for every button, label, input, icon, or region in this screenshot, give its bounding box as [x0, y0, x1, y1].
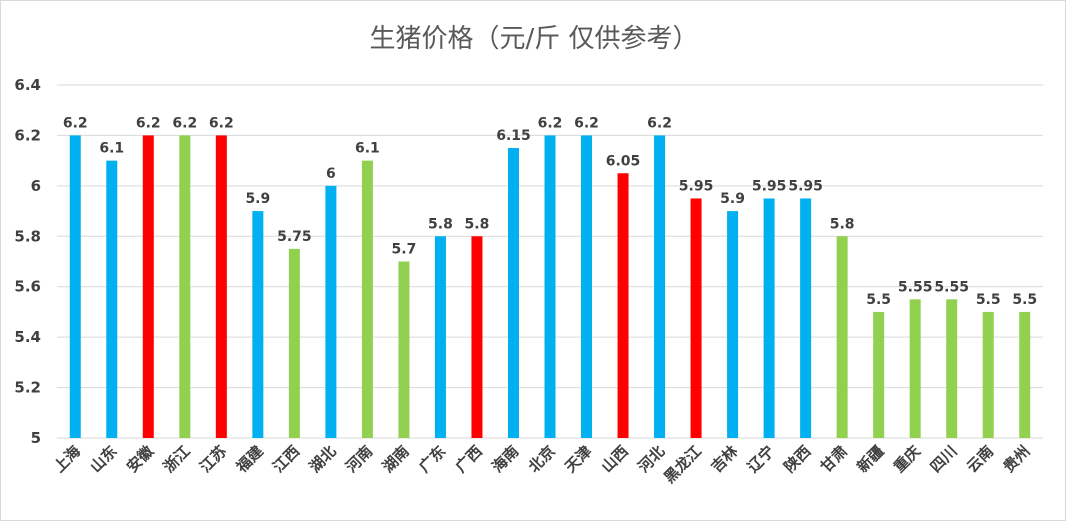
bar: [617, 173, 629, 438]
data-label: 6.1: [99, 141, 124, 157]
data-label: 6.2: [63, 115, 88, 131]
data-label: 5.95: [679, 178, 714, 194]
data-label: 6.05: [606, 153, 641, 169]
data-label: 6.2: [209, 115, 234, 131]
bar: [69, 135, 81, 438]
data-label: 6: [326, 166, 336, 182]
data-label: 5.8: [830, 216, 855, 232]
bar: [544, 135, 556, 438]
x-tick-label: 吉林: [707, 441, 742, 476]
x-tick-label: 贵州: [1000, 442, 1034, 476]
bar: [1019, 311, 1031, 438]
y-tick-label: 5.8: [14, 227, 41, 245]
data-label: 6.2: [574, 115, 599, 131]
data-label: 6.2: [538, 115, 563, 131]
x-tick-label: 甘肃: [817, 442, 851, 476]
chart-title: 生猪价格（元/斤 仅供参考）: [369, 24, 698, 54]
bar: [252, 211, 264, 438]
x-tick-label: 广东: [415, 442, 449, 476]
bar: [106, 160, 118, 438]
data-label: 6.2: [647, 115, 672, 131]
bar: [179, 135, 191, 438]
bar: [471, 236, 483, 438]
data-label: 6.2: [136, 115, 161, 131]
x-tick-label: 黑龙江: [660, 442, 705, 487]
data-labels: 6.2 6.1 6.2 6.2 6.2 5.9 5.75 6 6.1 5.7 5.8 5.8 6.15 6…: [63, 115, 1037, 307]
x-tick-label: 云南: [963, 442, 997, 476]
data-label: 6.1: [355, 141, 380, 157]
y-tick-label: 5.4: [14, 328, 41, 346]
x-tick-label: 四川: [927, 442, 961, 476]
data-label: 5.5: [976, 292, 1001, 308]
bar: [982, 311, 994, 438]
bar: [507, 148, 519, 439]
x-tick-label: 湖北: [306, 442, 340, 476]
bar: [800, 198, 812, 438]
bars: [69, 135, 1031, 439]
bar: [836, 236, 848, 438]
bar: [288, 248, 300, 438]
bar: [398, 261, 410, 438]
x-tick-label: 天津: [561, 442, 595, 476]
x-tick-label: 海南: [488, 442, 522, 476]
y-tick-label: 6: [31, 177, 41, 195]
y-tick-label: 6.2: [14, 126, 41, 144]
bar: [946, 299, 958, 438]
x-tick-label: 湖南: [379, 442, 413, 476]
data-label: 5.9: [245, 191, 270, 207]
x-tick-label: 新疆: [854, 442, 888, 476]
data-label: 6.2: [172, 115, 197, 131]
data-label: 5.7: [392, 242, 417, 258]
y-tick-label: 6.4: [14, 76, 41, 94]
x-tick-label: 辽宁: [744, 442, 778, 476]
bar: [763, 198, 775, 438]
y-tick-label: 5.6: [14, 278, 41, 296]
data-label: 5.8: [428, 216, 453, 232]
bar: [215, 135, 227, 438]
x-tick-label: 上海: [50, 442, 84, 476]
bar: [325, 185, 337, 438]
x-tick-label: 福建: [232, 441, 267, 476]
x-tick-label: 陕西: [781, 442, 815, 476]
bar: [690, 198, 702, 438]
bar: [909, 299, 921, 438]
x-tick-label: 广西: [452, 442, 486, 476]
data-label: 5.95: [752, 178, 787, 194]
bar: [361, 160, 373, 438]
data-label: 6.15: [496, 128, 531, 144]
bar: [873, 311, 885, 438]
bar: [142, 135, 154, 438]
x-tick-label: 北京: [525, 442, 559, 476]
data-label: 5.5: [1012, 292, 1037, 308]
data-label: 5.9: [720, 191, 745, 207]
data-label: 5.75: [277, 229, 312, 245]
bar: [727, 211, 739, 438]
y-tick-label: 5.2: [14, 379, 41, 397]
data-label: 5.55: [898, 279, 933, 295]
x-tick-label: 江苏: [196, 442, 230, 476]
bar: [581, 135, 593, 438]
x-tick-label: 重庆: [890, 442, 924, 476]
x-tick-label: 江西: [269, 442, 303, 476]
x-tick-label: 河南: [342, 442, 376, 476]
x-tick-label: 山西: [598, 442, 632, 476]
x-axis: 上海 山东 安徽 浙江 江苏 福建 江西 湖北 河南 湖南 广东 广西 海南 北京 天津 山西 河北黑龙江 吉林辽…: [50, 441, 1033, 486]
y-tick-label: 5: [31, 429, 41, 447]
bar: [654, 135, 666, 438]
bar: [434, 236, 446, 438]
y-axis: 5 5.2 5.4 5.6 5.8 6 6.2 6.4: [14, 76, 41, 447]
data-label: 5.55: [934, 279, 969, 295]
x-tick-label: 安徽: [123, 441, 158, 476]
data-label: 5.5: [866, 292, 891, 308]
x-tick-label: 山东: [87, 442, 121, 476]
data-label: 5.95: [788, 178, 823, 194]
data-label: 5.8: [465, 216, 490, 232]
x-tick-label: 浙江: [160, 442, 194, 476]
